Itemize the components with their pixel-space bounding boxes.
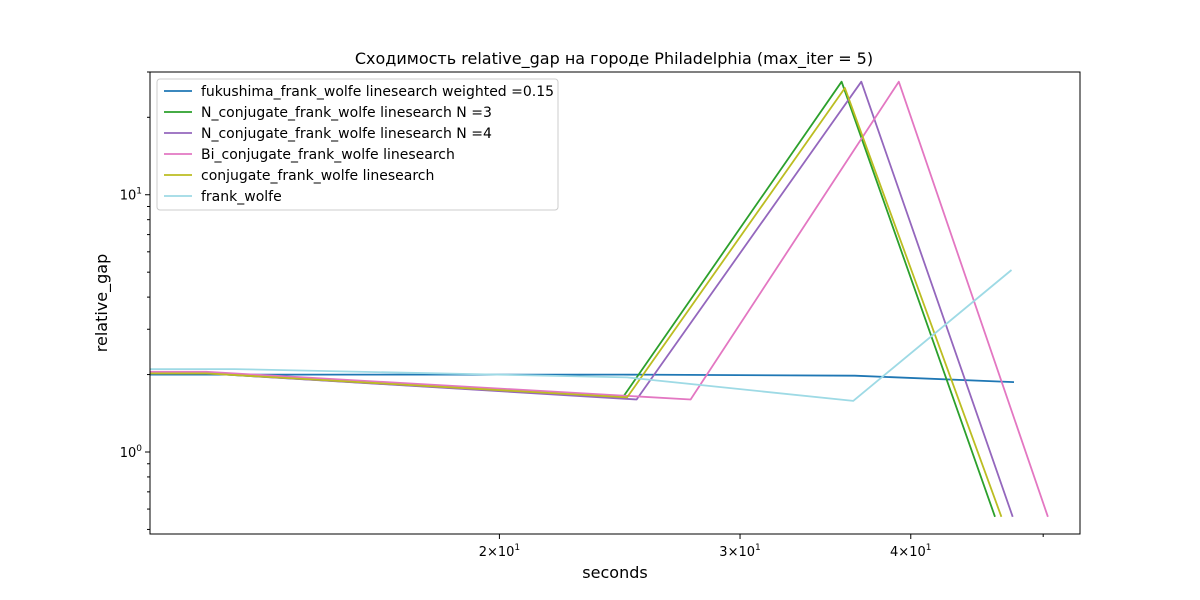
series-line-4 <box>150 80 1049 518</box>
legend-label-6: frank_wolfe <box>201 189 282 205</box>
chart-title: Сходимость relative_gap на городе Philad… <box>355 49 873 69</box>
x-axis-label: seconds <box>582 563 647 582</box>
x-tick-label-2: 3×101 <box>719 543 760 560</box>
series-line-6 <box>150 269 1013 402</box>
x-tick-label-1: 2×101 <box>479 543 520 560</box>
legend-label-2: N_conjugate_frank_wolfe linesearch N =3 <box>201 105 492 121</box>
legend-label-1: fukushima_frank_wolfe linesearch weighte… <box>201 84 554 100</box>
legend: fukushima_frank_wolfe linesearch weighte… <box>156 78 559 211</box>
plot-frame <box>149 71 1081 535</box>
series-line-5 <box>150 87 1003 518</box>
y-axis: 100 101 <box>120 71 150 530</box>
legend-box <box>156 78 559 211</box>
plot-area <box>150 80 1049 518</box>
y-axis-label: relative_gap <box>92 254 112 352</box>
y-tick-label-1: 100 <box>120 444 143 461</box>
series-line-1 <box>150 373 1015 383</box>
legend-label-5: conjugate_frank_wolfe linesearch <box>201 168 434 184</box>
legend-label-3: N_conjugate_frank_wolfe linesearch N =4 <box>201 126 492 142</box>
x-tick-label-3: 4×101 <box>890 543 931 560</box>
y-tick-label-2: 101 <box>120 187 142 204</box>
x-axis: 2×101 3×101 4×101 <box>479 534 1044 560</box>
legend-label-4: Bi_conjugate_frank_wolfe linesearch <box>201 147 455 163</box>
